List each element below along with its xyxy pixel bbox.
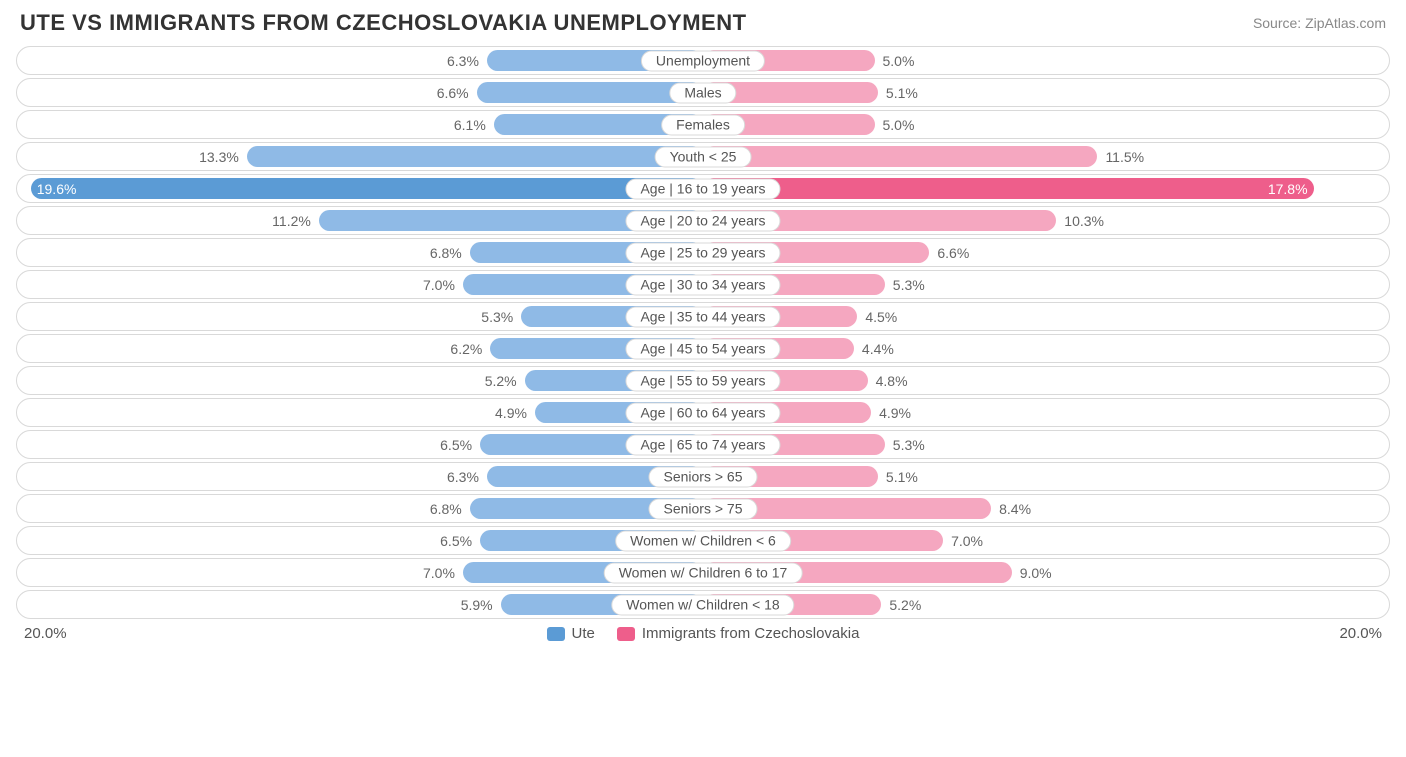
category-label: Males bbox=[669, 82, 736, 103]
chart-axis: 20.0% Ute Immigrants from Czechoslovakia… bbox=[16, 625, 1390, 642]
legend-item-right: Immigrants from Czechoslovakia bbox=[617, 625, 860, 642]
bar-right: 17.8% bbox=[703, 178, 1314, 199]
legend-item-left: Ute bbox=[547, 625, 595, 642]
chart-row: 19.6% 17.8% Age | 16 to 19 years bbox=[16, 174, 1390, 203]
chart-row: 6.6% 5.1% Males bbox=[16, 78, 1390, 107]
value-left: 6.3% bbox=[447, 463, 479, 490]
category-label: Youth < 25 bbox=[655, 146, 752, 167]
legend-label-left: Ute bbox=[572, 625, 595, 642]
category-label: Age | 45 to 54 years bbox=[625, 338, 780, 359]
value-left: 19.6% bbox=[37, 178, 77, 199]
bar-left bbox=[247, 146, 703, 167]
chart-row: 6.2% 4.4% Age | 45 to 54 years bbox=[16, 334, 1390, 363]
category-label: Age | 20 to 24 years bbox=[625, 210, 780, 231]
value-right: 9.0% bbox=[1020, 559, 1052, 586]
value-right: 4.5% bbox=[865, 303, 897, 330]
chart-row: 5.9% 5.2% Women w/ Children < 18 bbox=[16, 590, 1390, 619]
chart-row: 13.3% 11.5% Youth < 25 bbox=[16, 142, 1390, 171]
legend-swatch-right bbox=[617, 627, 635, 641]
value-right: 5.1% bbox=[886, 463, 918, 490]
value-right: 8.4% bbox=[999, 495, 1031, 522]
value-right: 5.0% bbox=[883, 111, 915, 138]
category-label: Females bbox=[661, 114, 745, 135]
value-left: 6.5% bbox=[440, 527, 472, 554]
axis-right-max: 20.0% bbox=[1339, 625, 1382, 642]
value-right: 11.5% bbox=[1105, 143, 1144, 170]
chart-row: 6.8% 8.4% Seniors > 75 bbox=[16, 494, 1390, 523]
value-right: 5.0% bbox=[883, 47, 915, 74]
value-right: 4.9% bbox=[879, 399, 911, 426]
value-left: 5.2% bbox=[485, 367, 517, 394]
chart-row: 6.1% 5.0% Females bbox=[16, 110, 1390, 139]
value-right: 5.2% bbox=[889, 591, 921, 618]
chart-row: 7.0% 9.0% Women w/ Children 6 to 17 bbox=[16, 558, 1390, 587]
value-left: 13.3% bbox=[199, 143, 239, 170]
category-label: Age | 35 to 44 years bbox=[625, 306, 780, 327]
value-right: 10.3% bbox=[1064, 207, 1104, 234]
axis-left-max: 20.0% bbox=[24, 625, 67, 642]
value-left: 5.3% bbox=[481, 303, 513, 330]
diverging-bar-chart: 6.3% 5.0% Unemployment 6.6% 5.1% Males 6.1% 5.0… bbox=[16, 46, 1390, 619]
chart-row: 7.0% 5.3% Age | 30 to 34 years bbox=[16, 270, 1390, 299]
value-right: 5.3% bbox=[893, 271, 925, 298]
chart-row: 6.3% 5.1% Seniors > 65 bbox=[16, 462, 1390, 491]
category-label: Seniors > 65 bbox=[649, 466, 758, 487]
category-label: Women w/ Children < 6 bbox=[615, 530, 791, 551]
category-label: Unemployment bbox=[641, 50, 765, 71]
value-left: 5.9% bbox=[461, 591, 493, 618]
chart-row: 5.3% 4.5% Age | 35 to 44 years bbox=[16, 302, 1390, 331]
value-right: 5.3% bbox=[893, 431, 925, 458]
chart-row: 6.3% 5.0% Unemployment bbox=[16, 46, 1390, 75]
value-left: 7.0% bbox=[423, 271, 455, 298]
category-label: Age | 55 to 59 years bbox=[625, 370, 780, 391]
bar-right bbox=[703, 146, 1097, 167]
chart-header: UTE VS IMMIGRANTS FROM CZECHOSLOVAKIA UN… bbox=[16, 10, 1390, 36]
value-right: 5.1% bbox=[886, 79, 918, 106]
legend-label-right: Immigrants from Czechoslovakia bbox=[642, 625, 860, 642]
value-left: 6.2% bbox=[450, 335, 482, 362]
category-label: Age | 16 to 19 years bbox=[625, 178, 780, 199]
bar-left: 19.6% bbox=[31, 178, 703, 199]
category-label: Age | 30 to 34 years bbox=[625, 274, 780, 295]
chart-source: Source: ZipAtlas.com bbox=[1253, 15, 1386, 31]
value-left: 6.5% bbox=[440, 431, 472, 458]
value-left: 6.8% bbox=[430, 495, 462, 522]
chart-row: 5.2% 4.8% Age | 55 to 59 years bbox=[16, 366, 1390, 395]
chart-legend: Ute Immigrants from Czechoslovakia bbox=[547, 625, 860, 642]
chart-row: 6.5% 7.0% Women w/ Children < 6 bbox=[16, 526, 1390, 555]
category-label: Age | 60 to 64 years bbox=[625, 402, 780, 423]
chart-row: 4.9% 4.9% Age | 60 to 64 years bbox=[16, 398, 1390, 427]
value-right: 6.6% bbox=[937, 239, 969, 266]
category-label: Age | 65 to 74 years bbox=[625, 434, 780, 455]
value-left: 4.9% bbox=[495, 399, 527, 426]
chart-row: 6.5% 5.3% Age | 65 to 74 years bbox=[16, 430, 1390, 459]
chart-row: 6.8% 6.6% Age | 25 to 29 years bbox=[16, 238, 1390, 267]
value-left: 6.1% bbox=[454, 111, 486, 138]
value-left: 6.8% bbox=[430, 239, 462, 266]
category-label: Seniors > 75 bbox=[649, 498, 758, 519]
category-label: Women w/ Children < 18 bbox=[611, 594, 794, 615]
value-right: 17.8% bbox=[1268, 178, 1308, 199]
value-left: 6.3% bbox=[447, 47, 479, 74]
chart-title: UTE VS IMMIGRANTS FROM CZECHOSLOVAKIA UN… bbox=[20, 10, 747, 36]
category-label: Age | 25 to 29 years bbox=[625, 242, 780, 263]
value-right: 4.4% bbox=[862, 335, 894, 362]
value-right: 4.8% bbox=[876, 367, 908, 394]
value-left: 7.0% bbox=[423, 559, 455, 586]
category-label: Women w/ Children 6 to 17 bbox=[604, 562, 803, 583]
legend-swatch-left bbox=[547, 627, 565, 641]
value-left: 6.6% bbox=[437, 79, 469, 106]
value-right: 7.0% bbox=[951, 527, 983, 554]
chart-row: 11.2% 10.3% Age | 20 to 24 years bbox=[16, 206, 1390, 235]
value-left: 11.2% bbox=[272, 207, 311, 234]
